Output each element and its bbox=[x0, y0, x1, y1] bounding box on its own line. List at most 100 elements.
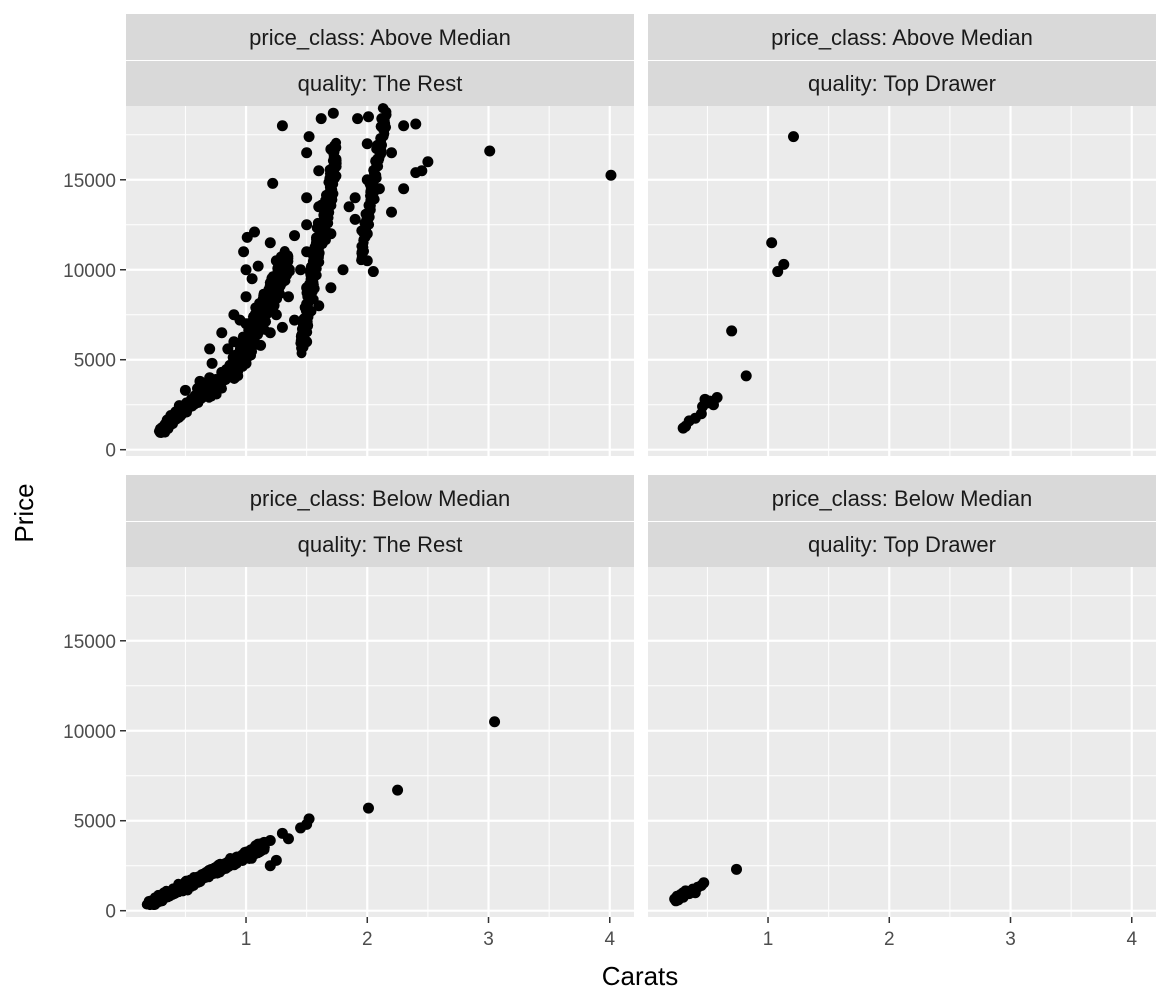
data-point bbox=[316, 113, 327, 124]
y-tick-label: 10000 bbox=[63, 722, 116, 743]
data-point bbox=[368, 266, 379, 277]
data-point bbox=[325, 228, 336, 239]
plot-area bbox=[648, 106, 1156, 456]
x-tick-label: 1 bbox=[763, 929, 774, 950]
data-point bbox=[350, 192, 361, 203]
data-point bbox=[362, 210, 373, 221]
data-point bbox=[374, 183, 385, 194]
data-point bbox=[314, 254, 324, 264]
data-point bbox=[247, 273, 258, 284]
data-point bbox=[698, 877, 709, 888]
strip-label-price-class: price_class: Below Median bbox=[250, 486, 510, 511]
data-point bbox=[301, 336, 312, 347]
data-point bbox=[338, 264, 349, 275]
data-point bbox=[386, 207, 397, 218]
data-point bbox=[726, 325, 737, 336]
data-point bbox=[255, 340, 266, 351]
data-point bbox=[362, 138, 373, 149]
data-point bbox=[247, 322, 258, 333]
strip-label-quality: quality: The Rest bbox=[298, 71, 463, 96]
data-point bbox=[289, 230, 300, 241]
strip-label-quality: quality: The Rest bbox=[298, 532, 463, 557]
data-point bbox=[204, 343, 215, 354]
data-point bbox=[180, 385, 191, 396]
data-point bbox=[299, 313, 309, 323]
data-point bbox=[325, 282, 336, 293]
y-axis-title: Price bbox=[9, 483, 39, 542]
data-point bbox=[378, 125, 388, 135]
data-point bbox=[319, 237, 329, 247]
y-tick-label: 15000 bbox=[63, 171, 116, 192]
x-tick-label: 3 bbox=[1005, 929, 1016, 950]
data-point bbox=[304, 813, 315, 824]
data-point bbox=[788, 131, 799, 142]
data-point bbox=[376, 113, 387, 124]
data-point bbox=[265, 327, 276, 338]
data-point bbox=[329, 172, 339, 182]
data-point bbox=[398, 120, 409, 131]
data-point bbox=[258, 320, 268, 330]
data-point bbox=[363, 111, 374, 122]
data-point bbox=[313, 201, 324, 212]
data-point bbox=[271, 309, 282, 320]
data-point bbox=[352, 113, 363, 124]
data-point bbox=[344, 201, 355, 212]
data-point bbox=[332, 156, 342, 166]
y-tick-label: 15000 bbox=[63, 632, 116, 653]
data-point bbox=[289, 315, 300, 326]
panel-below-top: price_class: Below Median quality: Top Dr… bbox=[648, 475, 1156, 917]
x-tick-label: 2 bbox=[884, 929, 895, 950]
data-point bbox=[265, 282, 276, 293]
data-point bbox=[304, 131, 315, 142]
data-point bbox=[241, 336, 252, 347]
strip-label-quality: quality: Top Drawer bbox=[808, 71, 996, 96]
data-point bbox=[283, 833, 294, 844]
data-point bbox=[422, 156, 433, 167]
strip-label-price-class: price_class: Above Median bbox=[771, 25, 1033, 50]
data-point bbox=[325, 183, 336, 194]
data-point bbox=[301, 300, 312, 311]
strip-label-price-class: price_class: Below Median bbox=[772, 486, 1032, 511]
data-point bbox=[325, 144, 336, 155]
data-point bbox=[778, 259, 789, 270]
plot-area bbox=[126, 567, 634, 917]
data-point bbox=[362, 228, 373, 239]
data-point bbox=[253, 309, 264, 320]
data-point bbox=[249, 226, 260, 237]
data-point bbox=[322, 216, 332, 226]
data-point bbox=[216, 327, 227, 338]
data-point bbox=[410, 118, 421, 129]
data-point bbox=[741, 370, 752, 381]
plot-area bbox=[648, 567, 1156, 917]
y-tick-label: 5000 bbox=[74, 351, 116, 372]
data-point bbox=[766, 237, 777, 248]
data-point bbox=[605, 170, 616, 181]
data-point bbox=[267, 178, 278, 189]
data-point bbox=[276, 267, 286, 277]
data-point bbox=[259, 300, 270, 311]
data-point bbox=[265, 237, 276, 248]
data-point bbox=[241, 264, 252, 275]
data-point bbox=[328, 108, 339, 119]
data-point bbox=[253, 261, 264, 272]
data-point bbox=[392, 785, 403, 796]
data-point bbox=[238, 246, 249, 257]
data-point bbox=[374, 142, 385, 153]
data-point bbox=[712, 392, 723, 403]
data-point bbox=[295, 264, 306, 275]
strip-label-quality: quality: Top Drawer bbox=[808, 532, 996, 557]
data-point bbox=[484, 145, 495, 156]
panel-below-rest: price_class: Below Median quality: The Re… bbox=[126, 475, 634, 917]
data-point bbox=[373, 161, 383, 171]
data-point bbox=[301, 246, 312, 257]
data-point bbox=[731, 864, 742, 875]
data-point bbox=[362, 174, 373, 185]
data-point bbox=[416, 165, 427, 176]
data-point bbox=[398, 183, 409, 194]
data-point bbox=[350, 214, 361, 225]
data-point bbox=[367, 196, 377, 206]
data-point bbox=[307, 273, 318, 284]
data-point bbox=[204, 387, 215, 398]
strip-label-price-class: price_class: Above Median bbox=[249, 25, 511, 50]
